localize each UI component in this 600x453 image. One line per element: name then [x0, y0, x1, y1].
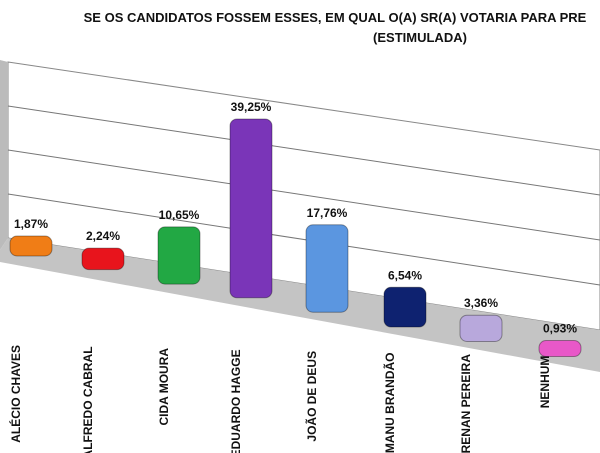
grid-line	[7, 105, 600, 196]
grid-line	[7, 193, 600, 286]
chart-title: SE OS CANDIDATOS FOSSEM ESSES, EM QUAL O…	[84, 10, 587, 25]
side-wall	[0, 60, 8, 250]
grid	[7, 105, 600, 286]
x-tick-label: ALFREDO CABRAL	[81, 346, 95, 453]
value-label: 0,93%	[543, 322, 577, 336]
bar	[81, 247, 125, 271]
bar	[305, 224, 349, 313]
value-label: 6,54%	[388, 268, 422, 282]
x-tick-label: MANU BRANDÃO	[382, 352, 397, 453]
value-label: 10,65%	[159, 208, 200, 222]
bar	[229, 118, 273, 299]
bar	[383, 286, 427, 328]
x-tick-label: JOÃO DE DEUS	[304, 351, 319, 442]
x-tick-label: RENAN PEREIRA	[459, 354, 473, 453]
chart-subtitle: (ESTIMULADA)	[373, 30, 467, 45]
x-tick-label: EDUARDO HAGGE	[229, 349, 243, 453]
value-label: 39,25%	[231, 100, 272, 114]
value-label: 17,76%	[307, 206, 348, 220]
x-tick-label: NENHUM	[538, 356, 552, 409]
value-label: 2,24%	[86, 229, 120, 243]
x-tick-label: CIDA MOURA	[157, 348, 171, 426]
value-label: 1,87%	[14, 217, 48, 231]
bar	[459, 314, 503, 343]
bar	[9, 235, 53, 257]
value-label: 3,36%	[464, 296, 498, 310]
floor	[0, 238, 600, 372]
grid-line	[7, 149, 600, 241]
bar	[157, 226, 201, 285]
bar	[538, 340, 582, 358]
x-tick-label: ALÉCIO CHAVES	[8, 345, 23, 443]
